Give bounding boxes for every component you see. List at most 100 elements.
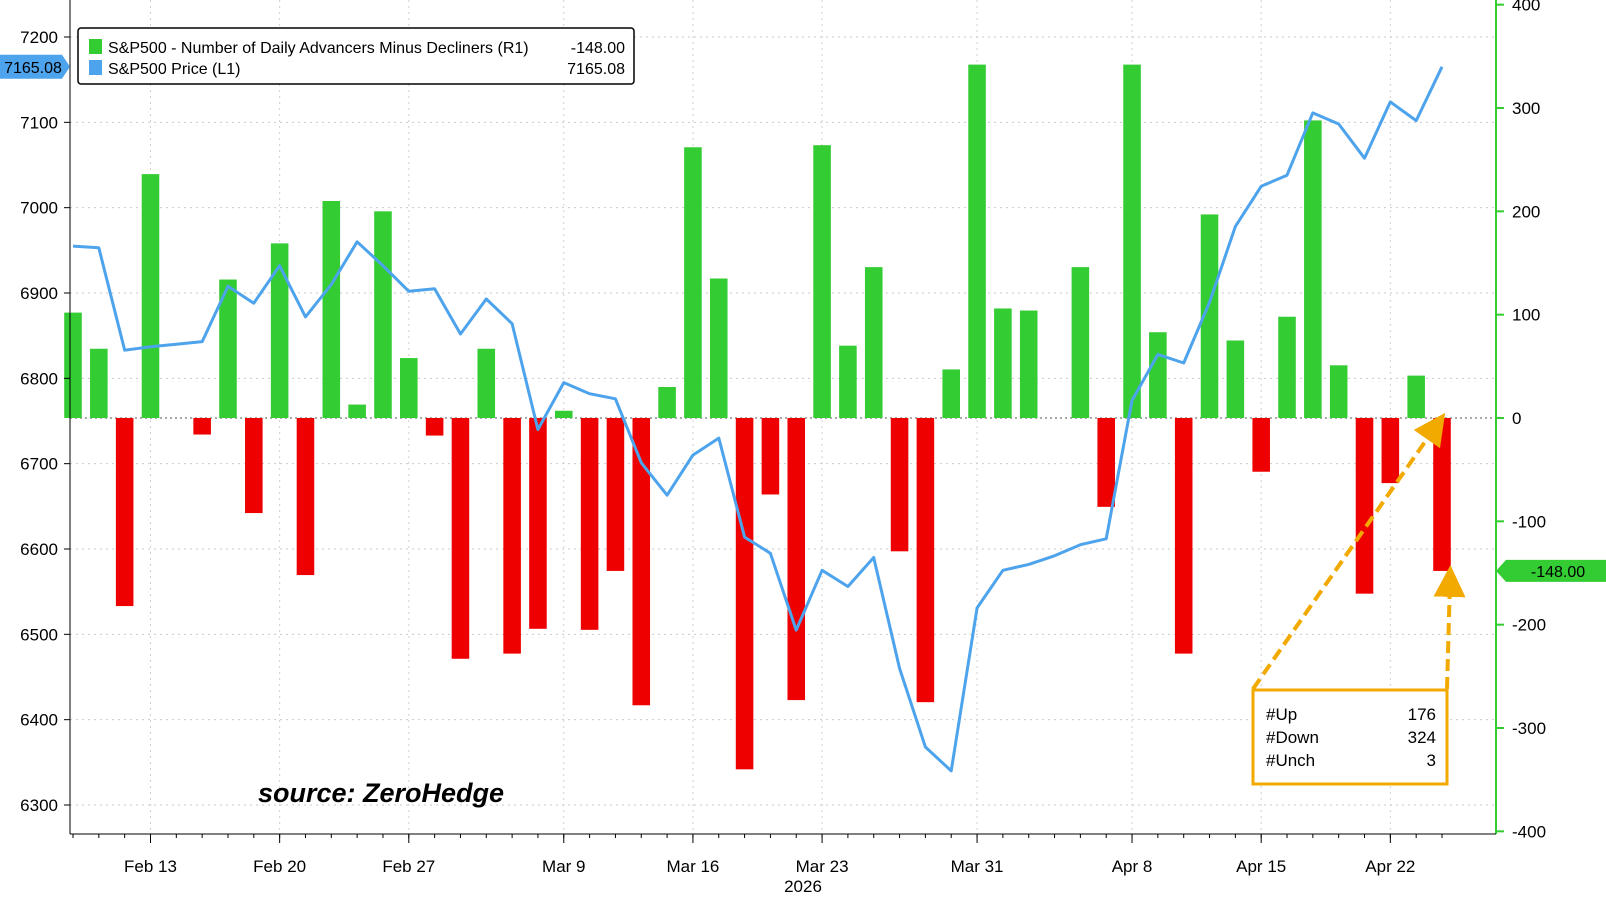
x-tick-label: Mar 16 [666,857,719,876]
x-tick-label: Feb 27 [382,857,435,876]
bar-10 [322,201,341,418]
bar-7 [245,418,263,514]
x-tick-label: Apr 15 [1236,857,1286,876]
bar-2 [115,418,134,607]
left-tick-label: 7200 [20,28,58,47]
bar-45 [1226,340,1245,418]
bar-44 [1200,214,1219,418]
left-tick-label: 6700 [20,455,58,474]
bar-18 [529,418,547,629]
bar-43 [1174,418,1193,654]
bar-11 [348,404,366,418]
source-label: source: ZeroHedge [258,778,505,808]
left-value-tag [0,54,70,79]
bar-48 [1304,120,1322,419]
x-tick-label: Mar 23 [796,857,849,876]
annotation-layer: S&P500 - Number of Daily Advancers Minus… [0,27,1606,786]
stats-label: #Unch [1266,751,1315,770]
bar-22 [632,418,651,706]
bar-8 [270,243,289,418]
bar-17 [503,418,521,654]
bar-9 [296,418,315,576]
x-tick-label: Mar 31 [951,857,1004,876]
stats-value: 324 [1408,728,1436,747]
bar-50 [1355,418,1374,594]
x-tick-label: Feb 13 [124,857,177,876]
price-line [72,66,1444,773]
right-tick-label: 400 [1512,0,1540,15]
bar-52 [1407,375,1425,418]
bar-27 [761,418,780,495]
legend-label: S&P500 Price (L1) [108,61,241,78]
line-layer [72,66,1444,773]
bar-31 [864,267,883,418]
legend-swatch [89,39,102,54]
right-tick-label: -400 [1512,822,1546,841]
right-tick-label: 200 [1512,202,1540,221]
stats-value: 3 [1427,751,1436,770]
bar-6 [219,279,237,418]
bar-35 [968,64,986,418]
year-label: 2026 [784,877,822,896]
bar-37 [1019,310,1038,418]
bar-23 [658,387,676,418]
right-tick-label: 0 [1512,409,1521,428]
bar-1 [90,348,108,418]
bar-36 [994,308,1012,418]
bar-13 [400,358,418,418]
bar-24 [684,147,702,418]
bar-21 [606,418,625,571]
left-tick-label: 6900 [20,284,58,303]
bar-16 [477,348,496,418]
bar-25 [709,278,728,418]
bar-26 [735,418,754,770]
bars-layer [64,64,1451,770]
legend-label: S&P500 - Number of Daily Advancers Minus… [108,40,529,57]
stats-value: 176 [1408,705,1436,724]
bar-29 [813,145,831,418]
bar-53 [1433,418,1451,571]
right-tick-label: -200 [1512,616,1546,635]
right-tick-label: 300 [1512,99,1540,118]
legend-value: -148.00 [571,40,625,57]
left-tick-label: 6300 [20,796,58,815]
stats-label: #Up [1266,705,1297,724]
bar-3 [141,174,160,418]
bar-14 [425,418,444,436]
right-value-tag-label: -148.00 [1531,564,1585,581]
left-tick-label: 6500 [20,625,58,644]
axes-layer: 6300 6400 6500 6600 6700 6800 6900 7000 7100 7200… [20,0,1546,896]
legend-value: 7165.08 [567,61,625,78]
left-tick-label: 6800 [20,369,58,388]
bar-33 [916,418,935,703]
bar-49 [1329,365,1348,418]
bar-32 [890,418,909,552]
bar-51 [1381,418,1400,484]
bar-20 [580,418,599,630]
left-tick-label: 6400 [20,711,58,730]
stats-box [1251,688,1449,786]
right-tick-label: 100 [1512,306,1540,325]
legend-box [77,27,635,85]
x-tick-label: Feb 20 [253,857,306,876]
bar-15 [451,418,470,659]
bar-41 [1123,64,1141,418]
left-tick-label: 7100 [20,113,58,132]
bar-0 [64,312,82,418]
x-tick-label: Mar 9 [542,857,585,876]
bar-39 [1071,267,1090,418]
bar-47 [1278,316,1296,418]
bar-40 [1097,418,1115,507]
stats-label: #Down [1266,728,1319,747]
bar-19 [554,410,573,418]
left-value-tag-label: 7165.08 [4,60,62,77]
left-tick-label: 6600 [20,540,58,559]
x-tick-label: Apr 22 [1365,857,1415,876]
right-tick-label: -300 [1512,719,1546,738]
right-value-tag [1496,559,1606,582]
arrow-lower [1433,564,1466,690]
left-tick-label: 7000 [20,199,58,218]
right-tick-label: -100 [1512,512,1546,531]
